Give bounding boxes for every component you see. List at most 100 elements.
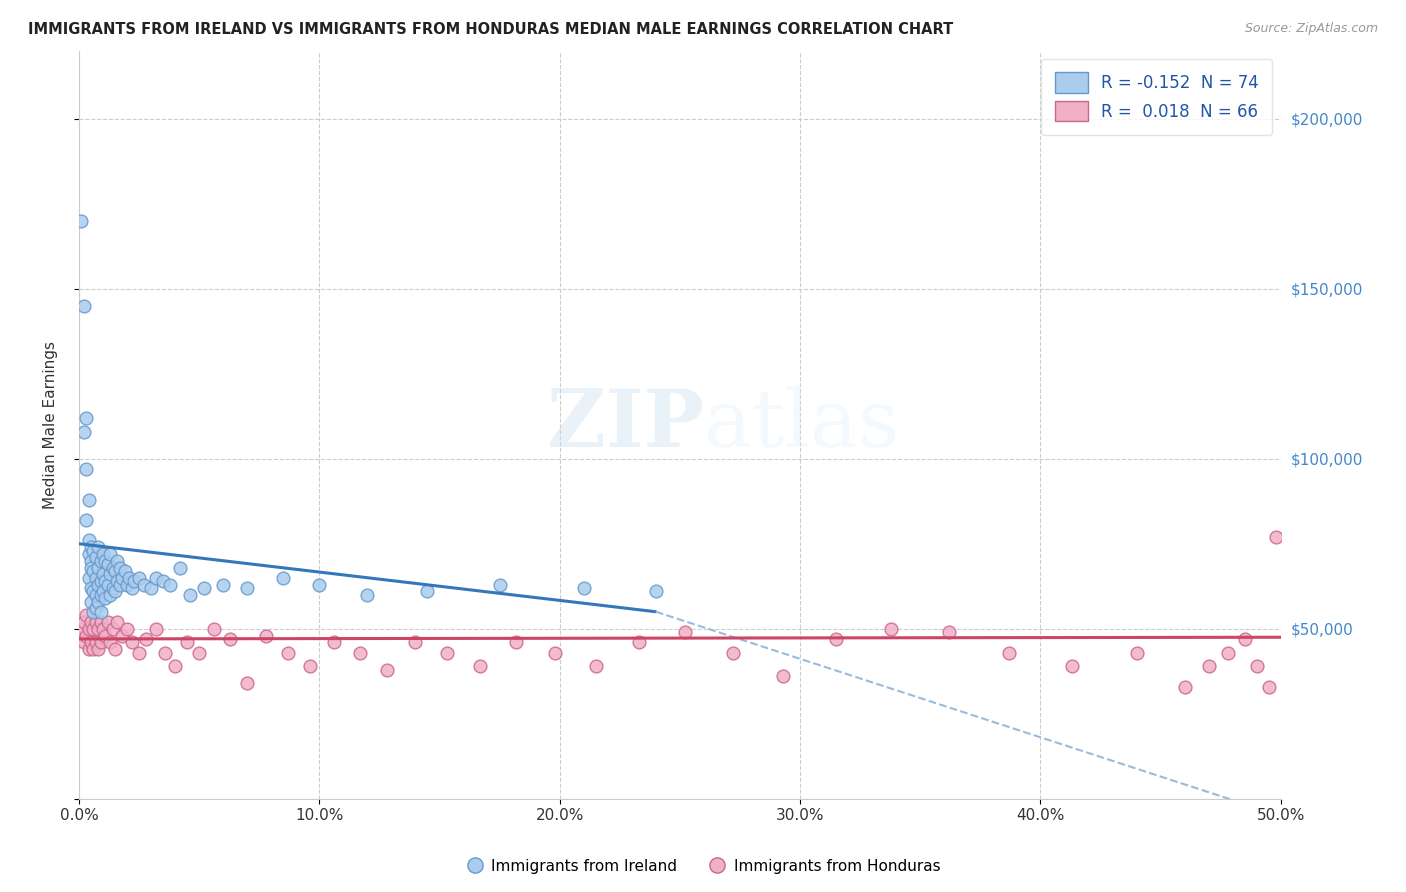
Point (70, 622, 93, 636)
Point (73, 299, 96, 313)
Point (356, 588, 378, 602)
Point (73, 425, 96, 439)
Text: atlas: atlas (704, 385, 898, 464)
Point (87, 560, 110, 574)
Point (91, 584, 114, 599)
Point (132, 577, 155, 591)
Point (115, 622, 138, 636)
Point (202, 622, 225, 636)
Point (880, 622, 903, 636)
Point (90, 588, 112, 602)
Point (236, 581, 259, 595)
Point (82, 622, 104, 636)
Point (75, 628, 97, 642)
Point (73, 615, 96, 629)
Point (308, 577, 330, 591)
Point (80, 581, 103, 595)
Legend: R = -0.152  N = 74, R =  0.018  N = 66: R = -0.152 N = 74, R = 0.018 N = 66 (1042, 59, 1272, 135)
Point (165, 659, 187, 673)
Point (298, 659, 321, 673)
Point (82, 564, 104, 578)
Point (82, 605, 104, 619)
Point (236, 676, 259, 690)
Point (101, 560, 124, 574)
Point (104, 642, 127, 657)
Point (108, 560, 131, 574)
Point (104, 564, 127, 578)
Text: ZIP: ZIP (547, 385, 704, 464)
Point (188, 646, 211, 660)
Point (77, 492, 100, 507)
Point (91, 622, 114, 636)
Point (90, 635, 112, 649)
Point (94, 574, 117, 588)
Point (176, 635, 198, 649)
Point (108, 577, 131, 591)
Point (152, 574, 174, 588)
Text: IMMIGRANTS FROM IRELAND VS IMMIGRANTS FROM HONDURAS MEDIAN MALE EARNINGS CORRELA: IMMIGRANTS FROM IRELAND VS IMMIGRANTS FR… (28, 22, 953, 37)
Point (77, 533, 100, 548)
Point (90, 554, 112, 568)
Point (1198, 659, 1220, 673)
Point (98, 547, 121, 561)
Point (721, 646, 744, 660)
Point (94, 554, 117, 568)
Point (80, 615, 103, 629)
Point (404, 635, 426, 649)
Point (644, 584, 666, 599)
Point (87, 540, 110, 554)
Point (322, 635, 344, 649)
Point (212, 577, 235, 591)
Point (122, 574, 145, 588)
Point (111, 628, 134, 642)
Point (145, 622, 167, 636)
Point (84, 601, 107, 615)
Point (91, 547, 114, 561)
Point (73, 635, 96, 649)
Point (80, 540, 103, 554)
Point (1216, 646, 1239, 660)
Point (825, 632, 848, 646)
Point (107, 574, 129, 588)
Point (107, 554, 129, 568)
Point (87, 622, 110, 636)
Point (128, 571, 150, 585)
Point (101, 622, 124, 636)
Point (271, 571, 294, 585)
Point (80, 635, 103, 649)
Point (104, 584, 127, 599)
Point (107, 615, 129, 629)
Point (121, 635, 143, 649)
Y-axis label: Median Male Earnings: Median Male Earnings (44, 341, 58, 508)
Point (1265, 530, 1288, 544)
Point (84, 615, 107, 629)
Point (77, 622, 100, 636)
Point (114, 564, 136, 578)
Point (1174, 680, 1197, 694)
Point (94, 628, 117, 642)
Point (75, 513, 97, 527)
Point (82, 584, 104, 599)
Point (84, 635, 107, 649)
Point (673, 625, 696, 640)
Point (82, 543, 104, 558)
Point (84, 550, 107, 565)
Point (70, 213, 93, 227)
Point (80, 560, 103, 574)
Point (77, 571, 100, 585)
Point (90, 615, 112, 629)
Point (121, 581, 143, 595)
Point (155, 646, 177, 660)
Point (84, 571, 107, 585)
Point (98, 588, 121, 602)
Point (98, 635, 121, 649)
Point (118, 571, 141, 585)
Point (169, 560, 191, 574)
Point (97, 557, 120, 571)
Point (219, 632, 242, 646)
Point (128, 646, 150, 660)
Point (349, 646, 371, 660)
Point (115, 577, 138, 591)
Point (84, 588, 107, 602)
Point (179, 588, 201, 602)
